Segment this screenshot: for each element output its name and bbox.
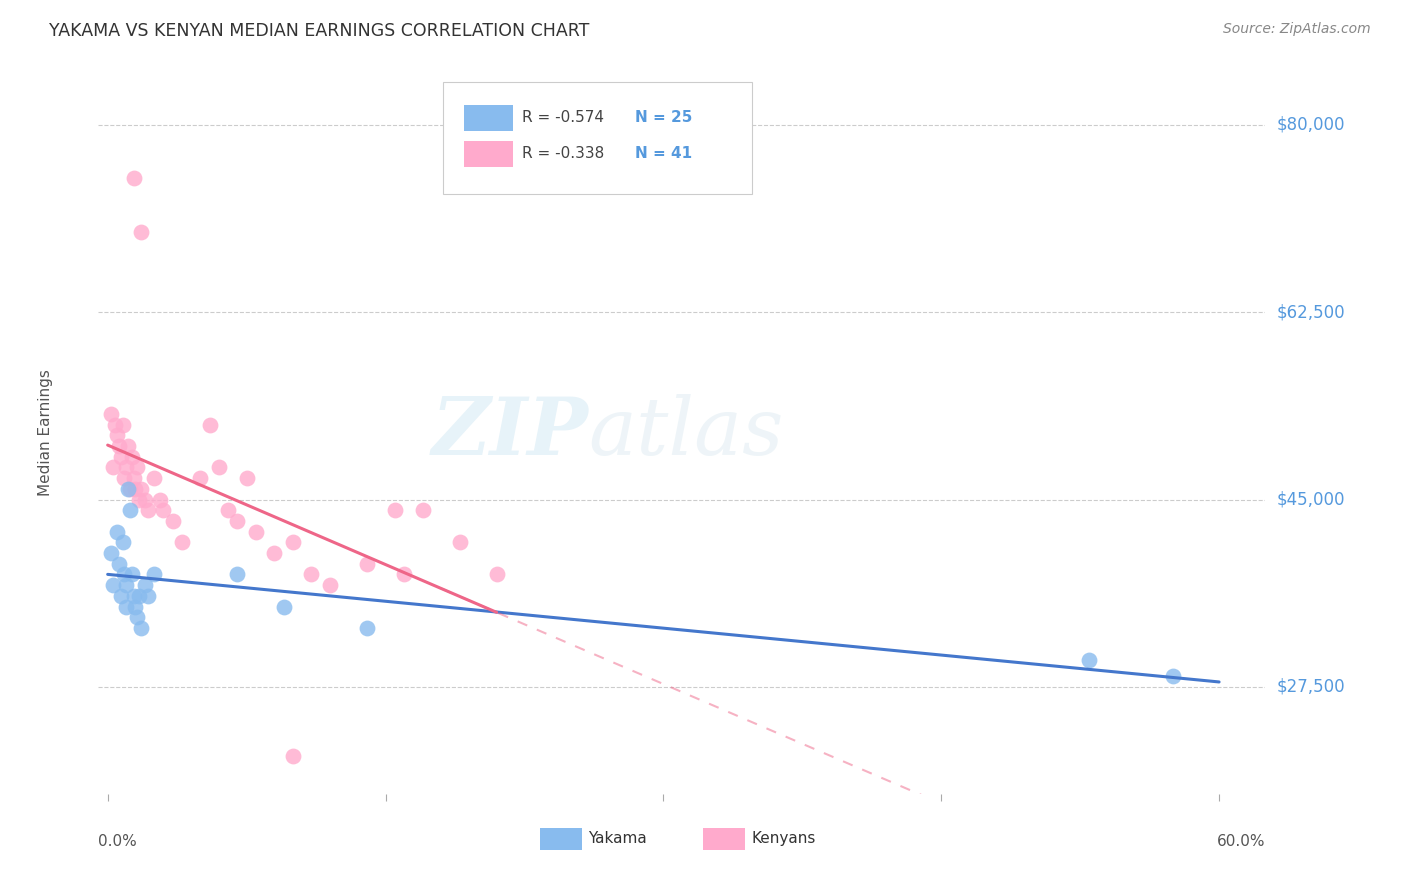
Point xyxy=(107,557,129,571)
Point xyxy=(112,567,135,582)
Point xyxy=(111,417,134,432)
Text: N = 41: N = 41 xyxy=(636,146,692,161)
Point xyxy=(281,749,304,764)
Point xyxy=(111,535,134,549)
Point xyxy=(301,567,323,582)
Point xyxy=(138,589,160,603)
Text: Kenyans: Kenyans xyxy=(752,831,817,847)
Text: R = -0.338: R = -0.338 xyxy=(522,146,605,161)
Point xyxy=(115,599,138,614)
Point xyxy=(100,407,122,421)
Point xyxy=(170,535,193,549)
Point xyxy=(122,171,145,186)
Point xyxy=(226,514,249,528)
Point xyxy=(134,492,156,507)
Point xyxy=(105,524,128,539)
Point xyxy=(124,482,146,496)
Text: R = -0.574: R = -0.574 xyxy=(522,110,605,125)
Point xyxy=(118,503,141,517)
Point xyxy=(127,460,149,475)
Text: Source: ZipAtlas.com: Source: ZipAtlas.com xyxy=(1223,22,1371,37)
Point xyxy=(449,535,471,549)
Text: ZIP: ZIP xyxy=(432,394,589,471)
FancyBboxPatch shape xyxy=(443,82,752,194)
Text: $45,000: $45,000 xyxy=(1277,491,1346,508)
Text: Yakama: Yakama xyxy=(589,831,647,847)
Point xyxy=(112,471,135,485)
Point xyxy=(143,567,166,582)
Point xyxy=(245,524,267,539)
Point xyxy=(124,599,146,614)
Point xyxy=(356,621,378,635)
Point xyxy=(104,417,127,432)
Point xyxy=(121,567,143,582)
Point xyxy=(152,503,174,517)
Point xyxy=(103,460,125,475)
Point xyxy=(117,439,139,453)
Point xyxy=(208,460,231,475)
Point xyxy=(1078,653,1101,667)
Point xyxy=(105,428,128,442)
Point xyxy=(117,482,139,496)
Text: atlas: atlas xyxy=(589,394,785,471)
FancyBboxPatch shape xyxy=(464,141,513,167)
Point xyxy=(118,482,141,496)
Point xyxy=(122,589,145,603)
Text: 0.0%: 0.0% xyxy=(98,834,138,848)
Point xyxy=(122,471,145,485)
Point xyxy=(138,503,160,517)
Text: $80,000: $80,000 xyxy=(1277,116,1346,134)
Point xyxy=(217,503,239,517)
Point xyxy=(115,460,138,475)
Text: 60.0%: 60.0% xyxy=(1218,834,1265,848)
Text: $27,500: $27,500 xyxy=(1277,678,1346,696)
Text: Median Earnings: Median Earnings xyxy=(38,369,53,496)
Point xyxy=(121,450,143,464)
Point xyxy=(235,471,257,485)
Point xyxy=(485,567,508,582)
Point xyxy=(129,225,152,239)
FancyBboxPatch shape xyxy=(464,104,513,130)
Point xyxy=(143,471,166,485)
Point xyxy=(281,535,304,549)
FancyBboxPatch shape xyxy=(703,828,745,849)
Point xyxy=(129,482,152,496)
FancyBboxPatch shape xyxy=(540,828,582,849)
Point xyxy=(128,492,150,507)
Point xyxy=(128,589,150,603)
Point xyxy=(115,578,138,592)
Point xyxy=(263,546,285,560)
Point xyxy=(273,599,295,614)
Point xyxy=(100,546,122,560)
Point xyxy=(384,503,406,517)
Text: YAKAMA VS KENYAN MEDIAN EARNINGS CORRELATION CHART: YAKAMA VS KENYAN MEDIAN EARNINGS CORRELA… xyxy=(49,22,589,40)
Text: N = 25: N = 25 xyxy=(636,110,693,125)
Point xyxy=(412,503,434,517)
Point xyxy=(110,450,132,464)
Point xyxy=(129,621,152,635)
Point xyxy=(134,578,156,592)
Text: $62,500: $62,500 xyxy=(1277,303,1346,321)
Point xyxy=(1161,669,1184,683)
Point xyxy=(188,471,211,485)
Point xyxy=(198,417,221,432)
Point xyxy=(162,514,184,528)
Point xyxy=(226,567,249,582)
Point xyxy=(392,567,415,582)
Point xyxy=(107,439,129,453)
Point xyxy=(148,492,170,507)
Point xyxy=(127,610,149,624)
Point xyxy=(319,578,342,592)
Point xyxy=(356,557,378,571)
Point xyxy=(103,578,125,592)
Point xyxy=(110,589,132,603)
